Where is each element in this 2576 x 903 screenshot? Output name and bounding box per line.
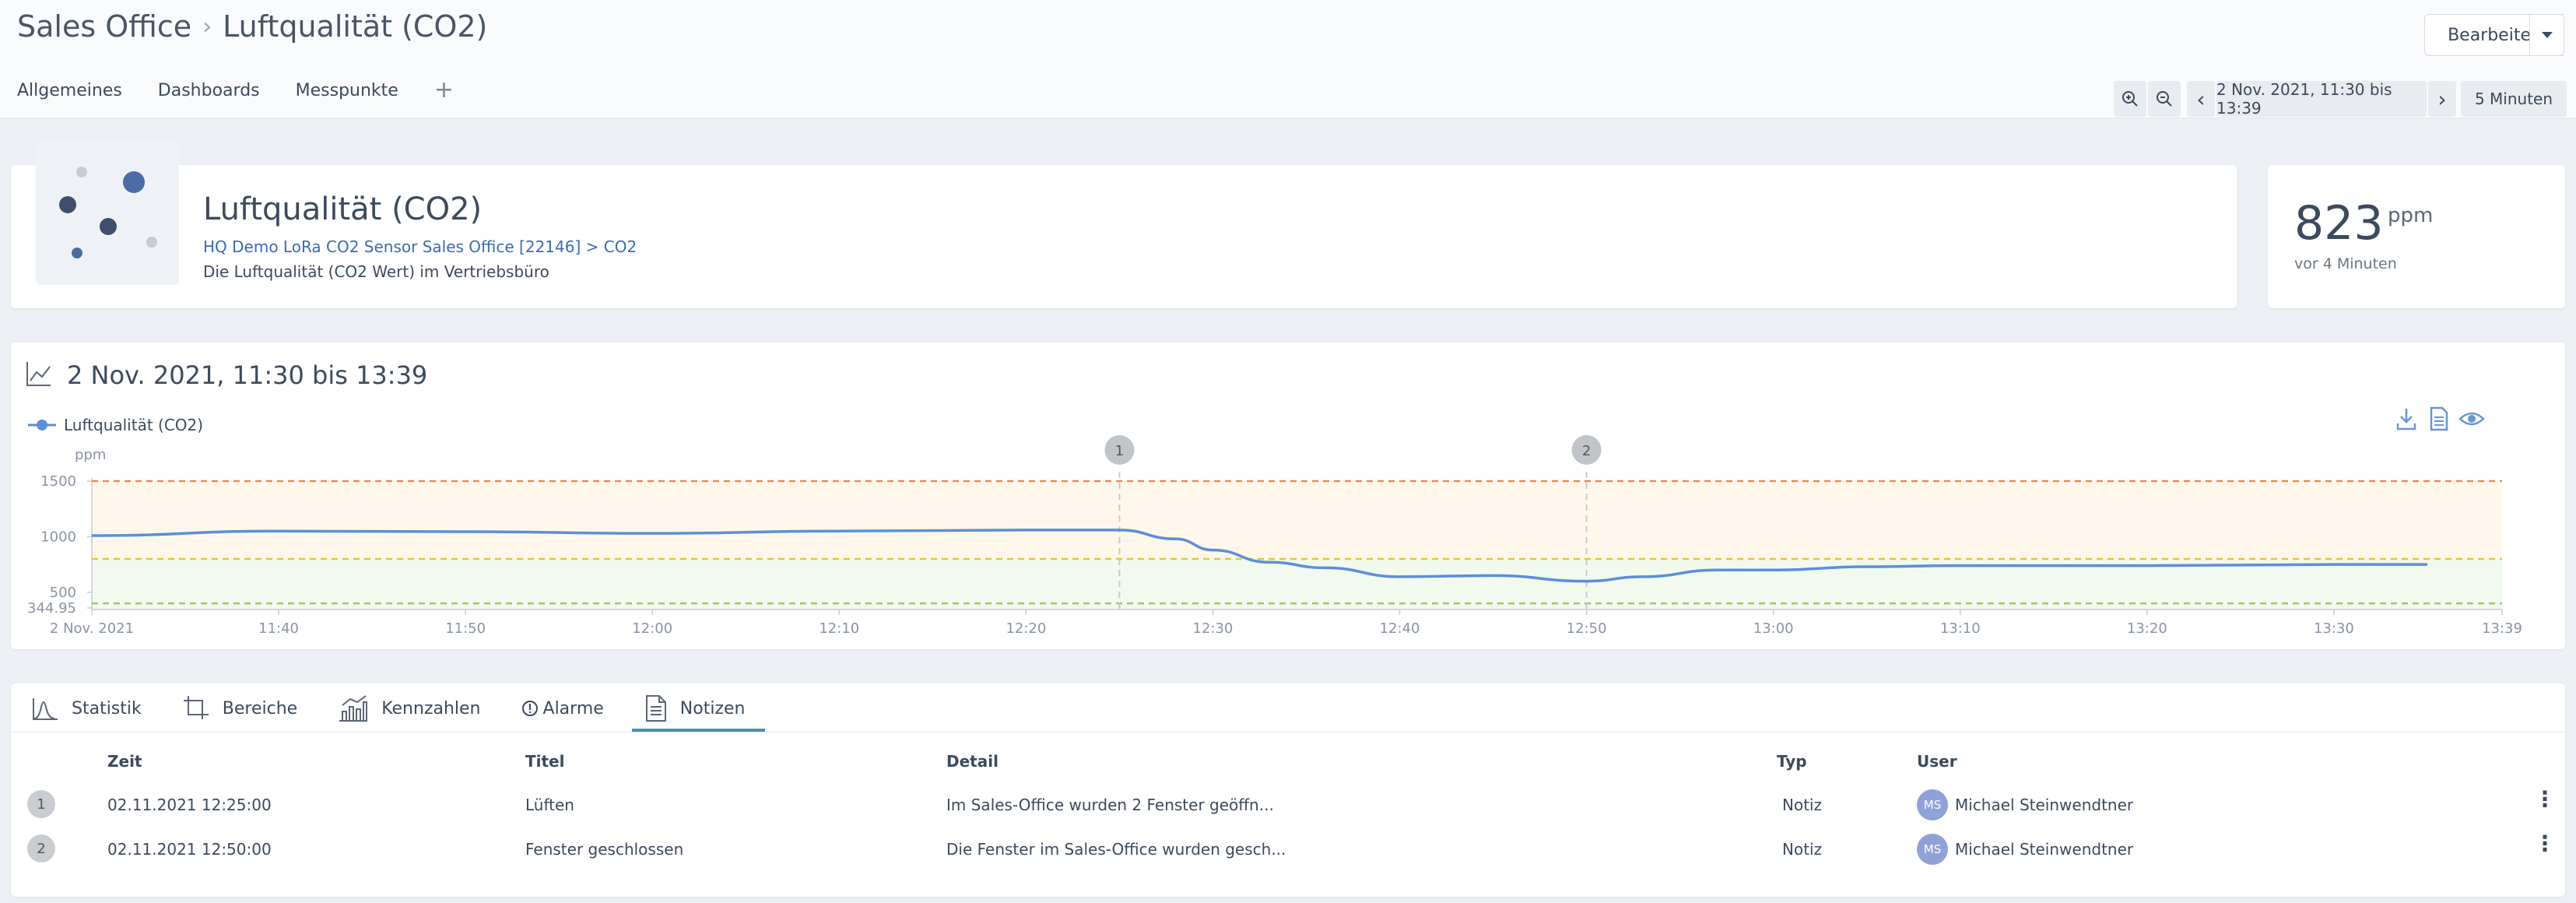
legend-label: Luftqualität (CO2)	[64, 416, 204, 434]
page-title: Luftqualität (CO2)	[223, 9, 488, 44]
note-title: Lüften	[525, 796, 574, 814]
column-header-zeit[interactable]: Zeit	[107, 752, 142, 771]
tab-dashboards[interactable]: Dashboards	[157, 81, 260, 100]
alert-circle-icon	[521, 701, 538, 716]
top-bar	[0, 0, 2576, 118]
column-header-typ[interactable]: Typ	[1777, 752, 1807, 771]
chevron-left-icon: ‹	[2196, 86, 2206, 112]
tab-alarme[interactable]: Alarme	[501, 685, 624, 732]
note-number-badge: 2	[27, 834, 55, 863]
bell-curve-icon	[33, 698, 58, 720]
thumbnail-dot	[146, 237, 157, 248]
caret-down-icon	[2541, 32, 2553, 38]
tab-notizen[interactable]: Notizen	[624, 685, 766, 732]
breadcrumb-parent[interactable]: Sales Office	[17, 9, 192, 44]
row-menu-icon[interactable]: ⋮	[2534, 786, 2556, 812]
chevron-right-icon: ›	[202, 12, 212, 40]
column-header-user[interactable]: User	[1917, 752, 1957, 771]
download-icon[interactable]	[2395, 406, 2417, 431]
tabs-divider	[11, 732, 2565, 733]
breadcrumb: Sales Office › Luftqualität (CO2)	[17, 9, 487, 44]
thumbnail-dot	[100, 218, 117, 235]
eye-icon[interactable]	[2458, 408, 2485, 430]
edit-dropdown-button[interactable]	[2529, 14, 2564, 56]
note-time: 02.11.2021 12:50:00	[107, 840, 272, 859]
thumbnail-dot	[123, 171, 145, 193]
zoom-out-button[interactable]	[2148, 81, 2181, 117]
kpi-card	[2268, 165, 2565, 308]
column-header-titel[interactable]: Titel	[525, 752, 565, 771]
kpi-value: 823	[2294, 196, 2384, 251]
bottom-tabs: Statistik Bereiche Kennzahlen Alarme Not…	[11, 685, 766, 732]
note-detail: Die Fenster im Sales-Office wurden gesch…	[946, 840, 1286, 859]
tab-kennzahlen[interactable]: Kennzahlen	[318, 685, 500, 732]
previous-range-button[interactable]: ‹	[2187, 81, 2215, 117]
sensor-thumbnail	[36, 142, 179, 285]
kpi-timestamp: vor 4 Minuten	[2294, 255, 2397, 272]
tab-kennzahlen-label: Kennzahlen	[381, 698, 481, 719]
sensor-info-card	[11, 165, 2237, 308]
sensor-title: Luftqualität (CO2)	[203, 191, 483, 227]
note-type: Notiz	[1782, 796, 1823, 814]
tab-bereiche-label: Bereiche	[222, 698, 298, 719]
tab-allgemeines[interactable]: Allgemeines	[17, 81, 122, 100]
top-tabs: Allgemeines Dashboards Messpunkte +	[17, 76, 490, 104]
note-title: Fenster geschlossen	[525, 840, 684, 859]
note-icon	[645, 695, 666, 722]
note-type: Notiz	[1782, 840, 1823, 859]
note-detail: Im Sales-Office wurden 2 Fenster geöffn.…	[946, 796, 1274, 814]
avatar: MS	[1917, 834, 1948, 865]
bar-chart-icon	[339, 695, 368, 722]
legend-marker-icon	[28, 420, 56, 430]
kpi-unit: ppm	[2388, 204, 2434, 227]
avatar: MS	[1917, 789, 1948, 820]
column-header-detail[interactable]: Detail	[946, 752, 998, 771]
chart-title: 2 Nov. 2021, 11:30 bis 13:39	[67, 360, 428, 390]
time-range-display[interactable]: 2 Nov. 2021, 11:30 bis 13:39	[2216, 80, 2427, 118]
crop-icon	[183, 696, 209, 719]
tab-notizen-label: Notizen	[679, 698, 746, 719]
note-time: 02.11.2021 12:25:00	[107, 796, 272, 814]
chart-legend[interactable]: Luftqualität (CO2)	[26, 416, 203, 434]
note-user: Michael Steinwendtner	[1955, 840, 2134, 859]
zoom-in-button[interactable]	[2114, 81, 2146, 117]
thumbnail-dot	[76, 167, 87, 177]
sensor-source-link[interactable]: HQ Demo LoRa CO2 Sensor Sales Office [22…	[203, 237, 637, 256]
note-number-badge: 1	[27, 790, 55, 818]
interval-select[interactable]: 5 Minuten	[2461, 81, 2567, 117]
tab-bereiche[interactable]: Bereiche	[162, 685, 318, 732]
line-chart-icon	[26, 362, 51, 386]
note-user: Michael Steinwendtner	[1955, 796, 2134, 814]
zoom-in-icon	[2122, 91, 2138, 107]
tab-statistik-label: Statistik	[72, 698, 142, 719]
add-tab-icon[interactable]: +	[433, 76, 454, 104]
tab-statistik[interactable]: Statistik	[11, 685, 162, 732]
thumbnail-dot	[72, 248, 82, 258]
thumbnail-dot	[59, 196, 76, 213]
zoom-out-icon	[2157, 91, 2172, 107]
notes-card	[11, 683, 2565, 897]
tab-alarme-label: Alarme	[542, 698, 604, 719]
document-icon[interactable]	[2429, 406, 2449, 431]
next-range-button[interactable]: ›	[2428, 81, 2456, 117]
sensor-description: Die Luftqualität (CO2 Wert) im Vertriebs…	[203, 262, 549, 281]
chevron-right-icon: ›	[2437, 86, 2447, 112]
tab-messpunkte[interactable]: Messpunkte	[295, 81, 398, 100]
row-menu-icon[interactable]: ⋮	[2534, 831, 2556, 856]
